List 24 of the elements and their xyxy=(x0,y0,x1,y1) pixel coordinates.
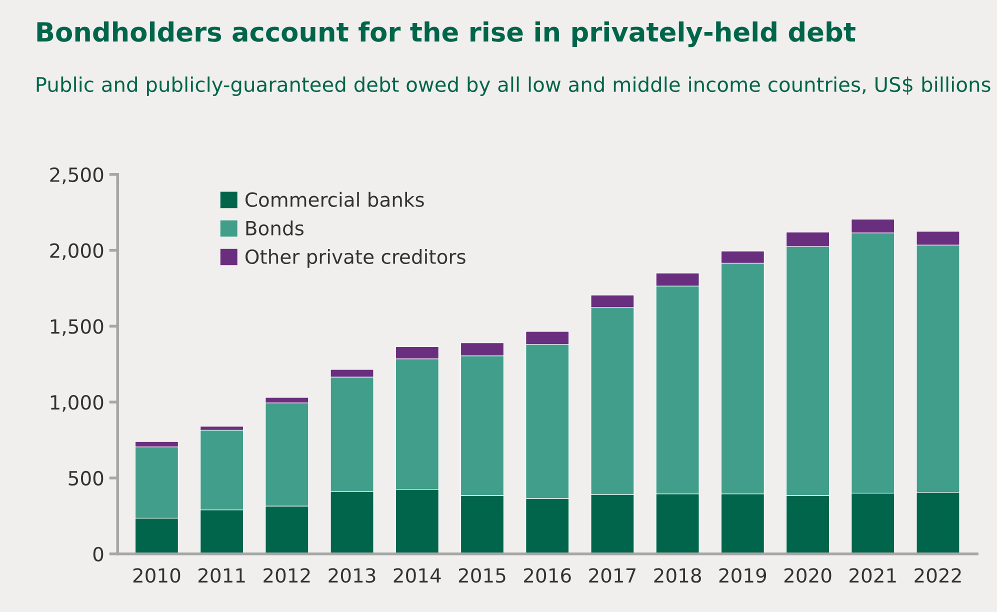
x-tick-label: 2013 xyxy=(328,568,376,583)
y-tick-label: 2,000 xyxy=(50,243,104,260)
chart-subtitle: Public and publicly-guaranteed debt owed by all low and middle income countries, US$ billions xyxy=(36,76,990,96)
x-tick-label: 2011 xyxy=(198,568,245,583)
x-tick-label: 2010 xyxy=(133,568,180,583)
x-tick-label: 2020 xyxy=(784,568,832,583)
x-tick-label: 2019 xyxy=(719,568,766,583)
legend-label: Other private creditors xyxy=(246,249,466,268)
y-tick-label: 500 xyxy=(68,470,104,486)
x-tick-label: 2016 xyxy=(524,568,571,583)
y-tick-label: 2,500 xyxy=(50,167,104,184)
x-tick-label: 2022 xyxy=(914,568,961,583)
x-tick-label: 2014 xyxy=(394,568,441,583)
x-tick-label: 2017 xyxy=(589,568,636,583)
x-tick-label: 2021 xyxy=(850,568,896,583)
x-tick-label: 2012 xyxy=(264,568,310,583)
legend-label: Bonds xyxy=(246,220,304,236)
y-tick-label: 0 xyxy=(93,546,104,562)
chart-title: Bondholders account for the rise in privately-held debt xyxy=(37,21,856,48)
x-tick-label: 2018 xyxy=(654,568,701,583)
y-tick-label: 1,500 xyxy=(50,319,104,336)
y-tick-label: 1,000 xyxy=(50,395,104,412)
x-tick-label: 2015 xyxy=(458,568,506,583)
legend-label: Commercial banks xyxy=(246,192,424,207)
